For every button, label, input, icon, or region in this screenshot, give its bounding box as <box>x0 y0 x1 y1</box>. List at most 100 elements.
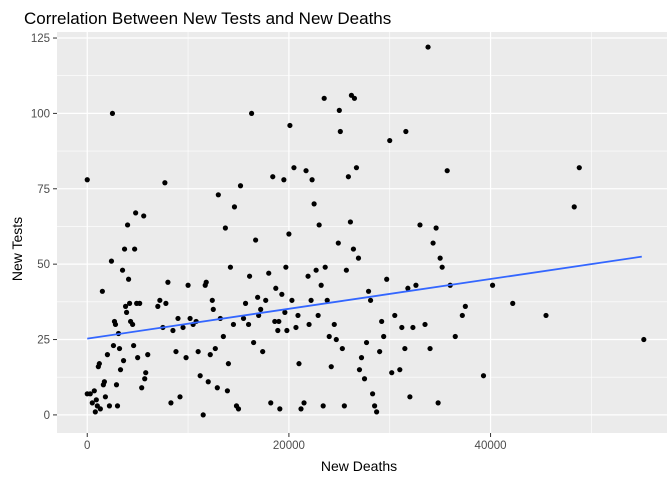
data-point <box>155 303 161 309</box>
chart-title: Correlation Between New Tests and New De… <box>24 9 391 28</box>
data-point <box>253 237 259 243</box>
data-point <box>173 348 179 355</box>
data-point <box>405 285 411 291</box>
data-point <box>162 180 168 186</box>
data-point <box>313 267 319 273</box>
data-point <box>444 168 450 174</box>
data-point <box>89 400 95 406</box>
data-point <box>180 324 186 331</box>
data-point <box>333 336 339 343</box>
data-point <box>87 391 93 397</box>
data-point <box>230 321 237 328</box>
data-point <box>122 303 129 309</box>
data-point <box>135 355 141 361</box>
data-point <box>120 358 127 364</box>
y-tick-label: 75 <box>37 184 50 196</box>
data-point <box>248 110 255 117</box>
data-point <box>305 273 311 279</box>
data-point <box>137 300 143 306</box>
data-point <box>139 385 145 391</box>
data-point <box>489 282 496 288</box>
data-point <box>320 403 326 409</box>
data-point <box>276 318 282 325</box>
data-point <box>96 361 102 367</box>
data-point <box>295 312 301 319</box>
y-tick-label: 125 <box>31 33 50 45</box>
data-point <box>258 306 264 312</box>
data-point <box>93 397 99 403</box>
data-point <box>251 339 257 346</box>
data-point <box>345 174 351 180</box>
data-point <box>322 264 328 270</box>
data-point <box>119 267 126 273</box>
data-point <box>459 312 465 319</box>
data-point <box>222 225 228 231</box>
data-point <box>209 297 215 303</box>
data-point <box>403 128 409 135</box>
data-point <box>197 373 203 379</box>
data-point <box>356 367 363 373</box>
data-point <box>108 258 115 264</box>
data-point <box>641 336 647 343</box>
data-point <box>214 385 220 391</box>
data-point <box>281 177 287 183</box>
data-point <box>286 231 292 237</box>
data-point <box>260 348 266 355</box>
data-point <box>339 345 345 352</box>
data-point <box>397 367 403 373</box>
data-point <box>309 177 315 183</box>
data-point <box>365 288 372 294</box>
data-point <box>203 279 209 285</box>
data-point <box>336 107 342 113</box>
data-point <box>328 364 334 370</box>
data-point <box>417 222 423 228</box>
data-point <box>224 388 230 394</box>
data-point <box>293 324 299 331</box>
data-point <box>425 44 431 50</box>
data-point <box>207 352 213 358</box>
data-point <box>291 165 297 171</box>
data-point <box>510 300 516 306</box>
data-point <box>480 373 487 379</box>
data-point <box>372 403 378 409</box>
data-point <box>462 303 468 309</box>
data-point <box>326 333 332 340</box>
data-point <box>245 321 252 328</box>
data-point <box>92 409 98 415</box>
y-tick-label: 50 <box>37 259 50 271</box>
data-point <box>121 246 128 252</box>
data-point <box>374 409 380 415</box>
data-point <box>183 355 189 361</box>
x-tick-label: 20000 <box>273 440 305 452</box>
data-point <box>335 240 341 246</box>
data-point <box>263 297 269 303</box>
data-point <box>353 165 360 171</box>
data-point <box>316 222 322 228</box>
data-point <box>125 276 132 282</box>
data-point <box>571 204 577 210</box>
data-point <box>266 270 272 276</box>
data-point <box>227 264 234 270</box>
data-point <box>97 406 103 412</box>
data-point <box>303 168 309 174</box>
x-tick-label: 40000 <box>475 440 507 452</box>
data-point <box>157 297 163 303</box>
data-point <box>381 333 387 340</box>
data-point <box>165 279 171 285</box>
data-point <box>84 177 90 183</box>
data-point <box>407 394 413 400</box>
data-point <box>112 321 119 328</box>
data-point <box>237 183 244 189</box>
y-axis-title: New Tests <box>9 217 25 281</box>
data-point <box>279 291 285 297</box>
data-point <box>439 264 445 270</box>
data-point <box>387 137 393 144</box>
data-point <box>289 297 295 303</box>
data-point <box>142 376 148 382</box>
data-point <box>437 255 443 261</box>
data-point <box>131 342 137 349</box>
data-point <box>215 192 221 198</box>
data-point <box>452 333 458 340</box>
data-point <box>273 285 279 291</box>
